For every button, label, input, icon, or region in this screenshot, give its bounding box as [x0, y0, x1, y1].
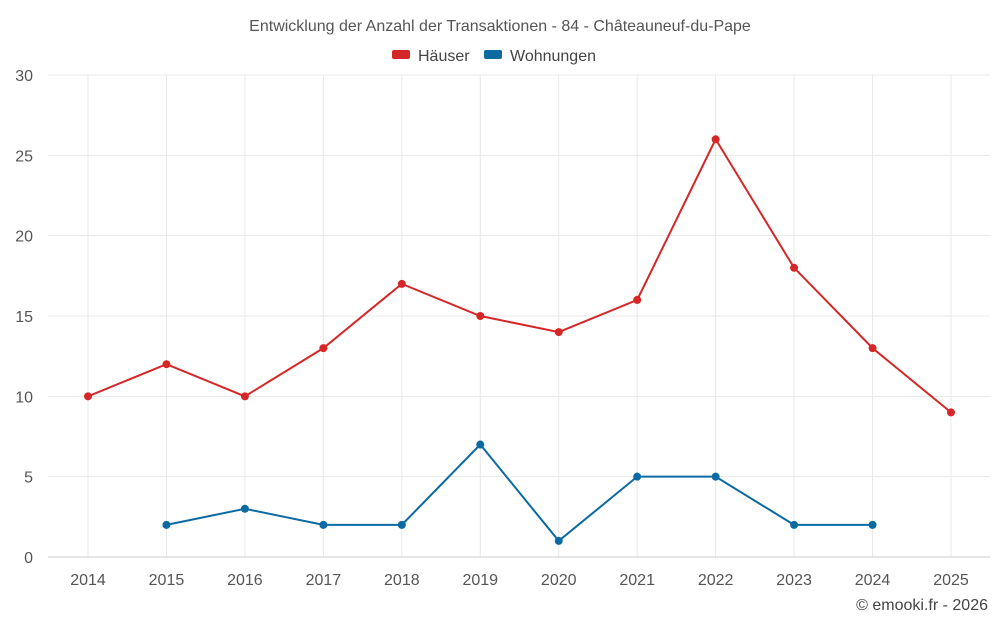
y-tick-label: 0 — [24, 550, 33, 567]
data-point[interactable] — [868, 520, 877, 529]
data-point[interactable] — [554, 536, 563, 545]
data-point[interactable] — [476, 440, 485, 449]
data-point[interactable] — [240, 392, 249, 401]
x-tick-label: 2015 — [149, 572, 185, 589]
legend-label[interactable]: Wohnungen — [510, 48, 596, 65]
data-point[interactable] — [162, 520, 171, 529]
data-point[interactable] — [84, 392, 92, 401]
x-tick-label: 2024 — [855, 572, 891, 589]
legend-label[interactable]: Häuser — [418, 48, 470, 65]
series-line — [166, 443, 873, 543]
y-tick-label: 20 — [15, 229, 33, 246]
y-tick-label: 10 — [15, 389, 33, 406]
credit-text: © emooki.fr - 2026 — [856, 597, 988, 614]
data-point[interactable] — [554, 328, 563, 337]
x-tick-label: 2014 — [70, 572, 106, 589]
y-axis: 0 5 10 15 20 25 30 — [15, 68, 33, 567]
data-point[interactable] — [711, 472, 720, 481]
data-point[interactable] — [711, 135, 720, 144]
y-tick-label: 5 — [24, 470, 33, 487]
y-tick-label: 15 — [15, 309, 33, 326]
x-tick-label: 2022 — [698, 572, 734, 589]
data-point[interactable] — [319, 344, 328, 353]
x-tick-label: 2017 — [306, 572, 342, 589]
series-line — [87, 137, 952, 414]
data-point[interactable] — [476, 312, 485, 320]
legend-swatch — [392, 50, 410, 59]
chart-title: Entwicklung der Anzahl der Transaktionen… — [249, 18, 751, 35]
data-point[interactable] — [397, 520, 406, 529]
data-point[interactable] — [319, 520, 328, 529]
y-tick-label: 30 — [15, 68, 33, 85]
x-tick-label: 2016 — [227, 572, 263, 589]
data-point[interactable] — [790, 263, 799, 272]
x-tick-label: 2020 — [541, 572, 577, 589]
data-point[interactable] — [240, 504, 249, 513]
data-point[interactable] — [947, 408, 955, 417]
x-tick-label: 2021 — [619, 572, 655, 589]
x-tick-label: 2025 — [933, 572, 969, 589]
series-wohnungen — [162, 440, 877, 545]
x-tick-label: 2019 — [462, 572, 498, 589]
data-point[interactable] — [162, 360, 171, 369]
data-point[interactable] — [790, 520, 799, 529]
y-tick-label: 25 — [15, 148, 33, 165]
legend: Häuser Wohnungen — [392, 48, 596, 65]
data-point[interactable] — [868, 344, 877, 353]
legend-swatch — [484, 50, 502, 59]
x-tick-label: 2018 — [384, 572, 420, 589]
x-axis: 2014 2015 2016 2017 2018 2019 2020 2021 2022 2023… — [70, 572, 969, 589]
series-haeuser — [84, 135, 955, 417]
data-point[interactable] — [633, 295, 642, 304]
grid — [48, 74, 990, 558]
data-point[interactable] — [633, 472, 642, 481]
x-tick-label: 2023 — [776, 572, 812, 589]
series-layer — [84, 135, 955, 545]
data-point[interactable] — [397, 279, 406, 288]
